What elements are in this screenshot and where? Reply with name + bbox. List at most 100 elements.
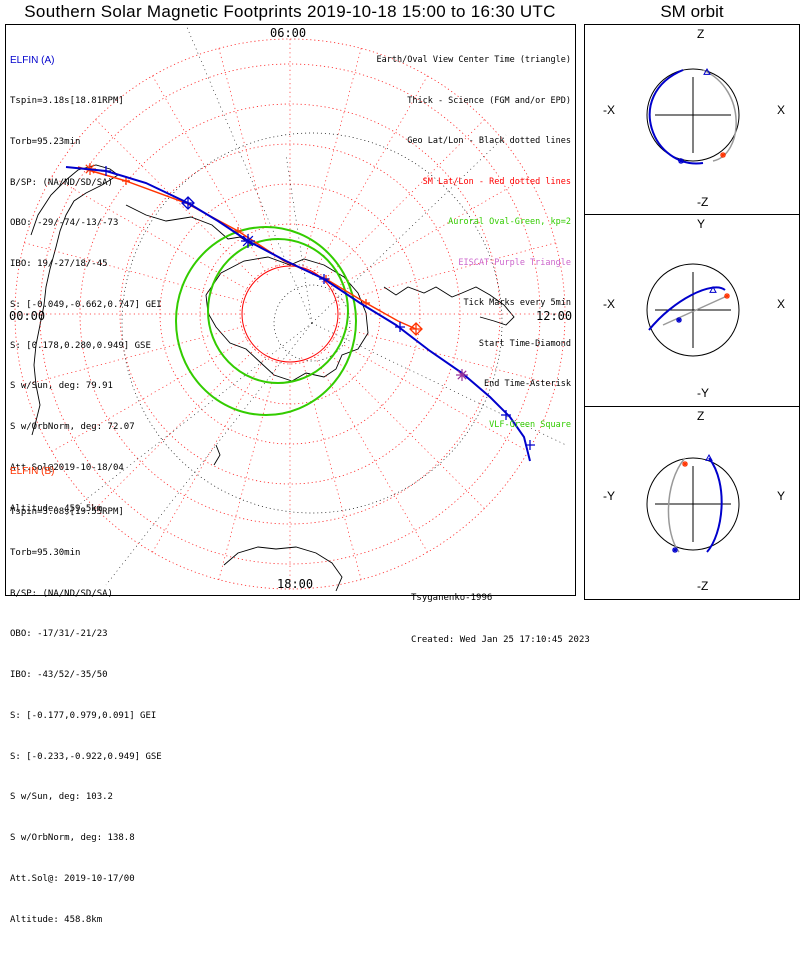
legend-item: Geo Lat/Lon - Black dotted lines — [407, 136, 571, 146]
axis-label-left: -X — [603, 103, 615, 117]
island-coastline — [213, 444, 221, 466]
view-center-triangle — [705, 453, 713, 461]
sm-longitude-line — [333, 242, 556, 303]
elfin-a-end-asterisk — [678, 158, 684, 164]
sm-latitude-circle — [39, 63, 541, 565]
earth-circle — [646, 68, 740, 162]
sm-longitude-line — [24, 325, 247, 386]
sm-longitude-line — [95, 345, 259, 509]
credit-text: Tsyganenko-1996 — [411, 593, 493, 603]
elfin-a-track — [65, 166, 531, 462]
mlt-label-12: 12:00 — [536, 309, 573, 323]
elfin-b-line: Altitude: 458.8km — [10, 914, 103, 925]
map-footer: Tsyganenko-1996 Created: Wed Jan 25 17:1… — [411, 563, 590, 675]
view-center-triangle — [709, 285, 717, 293]
continent-coastline-top — [125, 204, 253, 246]
sm-longitude-line — [218, 48, 279, 271]
elfin-a-info: ELFIN (A) Tspin=3.18s[18.81RPM] Torb=95.… — [10, 27, 162, 544]
auroral-oval-outer — [175, 226, 357, 416]
elfin-a-tick — [501, 410, 511, 420]
legend-item: SM Lat/Lon - Red dotted lines — [422, 176, 571, 187]
axis-label-right: X — [777, 297, 786, 311]
elfin-a-end-asterisk — [241, 234, 255, 248]
elfin-a-line: S w/OrbNorm, deg: 72.07 — [10, 422, 135, 433]
orbit-plot-xy — [646, 263, 740, 357]
elfin-a-line: Altitude: 459.5km — [10, 503, 103, 514]
elfin-a-tick — [319, 274, 329, 284]
geo-longitude-line — [311, 322, 567, 446]
elfin-a-line: S w/Sun, deg: 79.91 — [10, 381, 113, 392]
legend-item: Start Time-Diamond — [478, 338, 571, 349]
elfin-a-line: Torb=95.23min — [10, 136, 81, 147]
sm-longitude-line — [95, 119, 259, 283]
elfin-a-tick — [101, 166, 111, 176]
axis-label-right: Y — [777, 489, 786, 503]
chart-title: Southern Solar Magnetic Footprints 2019-… — [24, 2, 556, 21]
elfin-b-line: S w/OrbNorm, deg: 138.8 — [10, 833, 135, 844]
elfin-a-end-asterisk — [672, 547, 678, 553]
footprint-map — [14, 25, 567, 592]
elfin-b-orbit — [662, 295, 728, 326]
sm-longitude-line — [312, 352, 428, 553]
sm-longitude-line — [321, 119, 485, 283]
footprint-map-panel: ELFIN (A) Tspin=3.18s[18.81RPM] Torb=95.… — [5, 24, 590, 925]
sm-longitude-line — [24, 242, 247, 303]
elfin-b-line: S: [-0.177,0.979,0.091] GEI — [10, 710, 157, 721]
sm-longitude-line — [152, 75, 268, 276]
axis-label-top: Y — [697, 217, 706, 231]
sm-latitude-circle — [79, 103, 501, 525]
legend-item: VLF-Green Square — [489, 419, 571, 430]
sm-longitude-line — [301, 357, 362, 580]
view-center-triangle — [703, 67, 711, 75]
sm-longitude-line — [312, 75, 428, 276]
map-legend: Earth/Oval View Center Time (triangle) T… — [377, 27, 571, 459]
axis-label-left: -X — [603, 297, 615, 311]
mlt-label-00: 00:00 — [9, 309, 46, 323]
elfin-a-line: Tspin=3.18s[18.81RPM] — [10, 95, 124, 106]
sm-longitude-line — [51, 176, 252, 292]
geo-latitude-circle — [273, 284, 351, 362]
orbit-plot-yz — [646, 453, 740, 553]
elfin-a-heading: ELFIN (A) — [10, 55, 55, 67]
elfin-b-end-asterisk — [724, 293, 730, 299]
auroral-oval-inner — [207, 238, 349, 384]
mlt-label-18: 18:00 — [277, 577, 314, 591]
elfin-a-line: OBO: -29/-74/-13/-73 — [10, 218, 119, 229]
elfin-b-end-asterisk — [720, 152, 726, 158]
elfin-a-tick — [395, 322, 405, 332]
elfin-a-orbit — [648, 69, 704, 165]
legend-item: End Time-Asterisk — [484, 379, 571, 389]
axis-label-bottom: -Z — [697, 579, 709, 593]
elfin-a-line: S: [-0.049,-0.662,0.747] GEI — [10, 299, 162, 310]
axis-label-right: X — [777, 103, 786, 117]
elfin-a-orbit — [648, 286, 726, 331]
sm-pole-circle — [241, 265, 339, 363]
elfin-b-info: ELFIN (B) Tspin=3.08s[19.55RPM] Torb=95.… — [10, 438, 162, 955]
elfin-a-start-diamond-cross — [182, 197, 194, 209]
earth-circle — [646, 457, 740, 551]
legend-item: Earth/Oval View Center Time (triangle) — [376, 55, 571, 65]
axis-label-top: Z — [697, 409, 705, 423]
sm-longitude-line — [152, 352, 268, 553]
elfin-a-end-asterisk — [676, 317, 682, 323]
elfin-b-end-asterisk — [682, 461, 688, 467]
elfin-a-line: Att.Sol@2019-10-18/04 — [10, 463, 124, 473]
elfin-b-line: Tspin=3.08s[19.55RPM] — [10, 506, 124, 517]
sm-longitude-line — [301, 48, 362, 271]
elfin-a-line: B/SP: (NA/ND/SD/SA) — [10, 177, 113, 188]
continent-coastline-bottom — [223, 546, 343, 592]
sm-latitude-circle — [119, 143, 461, 485]
sm-longitude-line — [218, 357, 279, 580]
geo-longitude-line — [105, 322, 313, 586]
elfin-a-marker-asterisk — [456, 369, 468, 381]
sm-orbit-title: SM orbit — [660, 2, 724, 21]
continent-coastline-right — [383, 286, 515, 326]
sm-longitude-line — [333, 325, 556, 386]
sm-latitude-circle — [159, 183, 421, 445]
elfin-a-orbit — [706, 457, 723, 553]
sm-longitude-line — [321, 345, 485, 509]
elfin-b-line: S w/Sun, deg: 103.2 — [10, 792, 113, 803]
continent-coastline-left — [30, 164, 119, 436]
elfin-b-line: B/SP: (NA/ND/SD/SA) — [10, 588, 113, 599]
elfin-a-line: S: [0.178,0.280,0.949] GSE — [10, 340, 151, 351]
